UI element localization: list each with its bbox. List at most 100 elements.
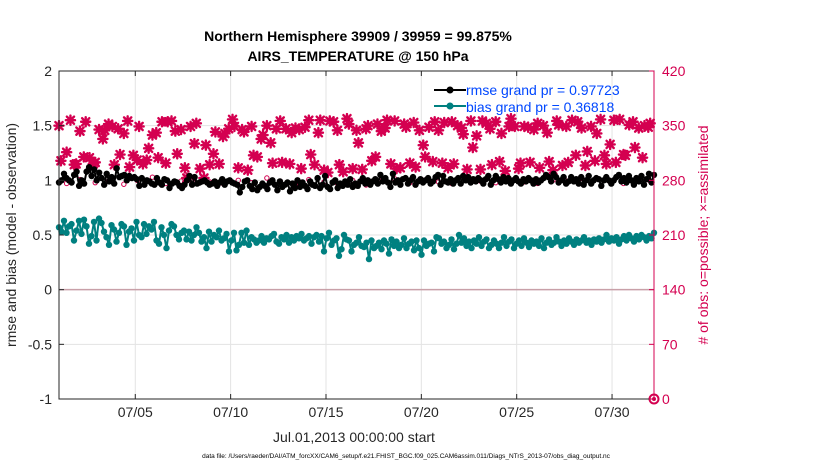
right-axis-ticks: 0 70 140 210 280 350 420 xyxy=(649,63,686,407)
rmse-point xyxy=(186,172,193,180)
obs-assimilated-marker xyxy=(571,115,584,128)
obs-assimilated-marker xyxy=(97,133,109,145)
obs-assimilated-glyph xyxy=(385,158,397,170)
obs-assimilated-marker xyxy=(274,115,287,127)
obs-assimilated-glyph xyxy=(304,148,317,161)
obs-assimilated-glyph xyxy=(585,120,597,133)
obs-assimilated-glyph xyxy=(394,162,407,174)
obs-assimilated-glyph xyxy=(581,145,594,158)
bias-point xyxy=(365,255,373,263)
rmse-point xyxy=(286,188,294,195)
obs-assimilated-glyph xyxy=(447,158,460,170)
bias-point xyxy=(603,231,610,239)
rmse-point xyxy=(239,183,246,191)
obs-assimilated-marker xyxy=(423,121,435,134)
obs-assimilated-glyph xyxy=(299,121,311,134)
left-tick-label: -0.5 xyxy=(28,336,52,352)
rmse-point xyxy=(236,189,243,196)
chart-title-line1: Northern Hemisphere 39909 / 39959 = 99.8… xyxy=(204,28,512,44)
obs-assimilated-marker xyxy=(118,127,130,140)
obs-assimilated-glyph xyxy=(280,122,292,135)
bias-point xyxy=(325,229,333,236)
obs-assimilated-glyph xyxy=(327,115,340,128)
obs-assimilated-marker xyxy=(566,114,578,126)
obs-assimilated-glyph xyxy=(114,148,126,161)
obs-assimilated-marker xyxy=(184,120,197,133)
rmse-point xyxy=(635,178,643,185)
legend-rmse-label: rmse grand pr = 0.97723 xyxy=(466,82,620,98)
obs-assimilated-glyph xyxy=(55,155,67,167)
obs-assimilated-glyph xyxy=(194,162,206,175)
bias-point xyxy=(258,232,265,240)
obs-assimilated-glyph xyxy=(245,120,258,133)
left-axis-ticks: -1 -0.5 0 0.5 1 1.5 2 xyxy=(28,63,64,407)
bias-point xyxy=(563,240,570,247)
obs-assimilated-marker xyxy=(543,155,555,168)
obs-assimilated-marker xyxy=(547,164,559,176)
bias-point xyxy=(90,218,98,226)
bias-point xyxy=(545,236,553,243)
obs-assimilated-marker xyxy=(432,124,445,137)
obs-assimilated-glyph xyxy=(255,133,267,145)
rmse-point xyxy=(98,174,105,182)
legend-bias-label: bias grand pr = 0.36818 xyxy=(466,99,614,115)
obs-assimilated-glyph xyxy=(371,118,384,130)
obs-assimilated-marker xyxy=(590,127,603,140)
left-tick-label: 0.5 xyxy=(33,227,53,243)
bias-point xyxy=(410,247,418,254)
bias-point xyxy=(428,239,435,246)
bias-point xyxy=(240,239,248,246)
obs-assimilated-glyph xyxy=(70,158,82,170)
obs-assimilated-glyph xyxy=(627,115,639,128)
bias-point xyxy=(450,246,458,253)
rmse-point xyxy=(640,181,648,188)
obs-assimilated-marker xyxy=(131,154,143,166)
bias-point xyxy=(188,237,195,244)
bias-point xyxy=(588,241,595,248)
rmse-point xyxy=(284,179,291,186)
obs-assimilated-marker xyxy=(123,161,136,173)
rmse-point xyxy=(397,181,404,188)
obs-assimilated-marker xyxy=(531,117,544,130)
obs-assimilated-marker xyxy=(322,166,334,179)
rmse-point xyxy=(439,172,447,180)
rmse-point xyxy=(402,174,409,182)
bias-point xyxy=(158,224,165,231)
bias-point xyxy=(623,237,630,244)
left-axis-label: rmse and bias (model - observation) xyxy=(3,123,19,347)
obs-assimilated-marker xyxy=(55,155,67,167)
obs-assimilated-marker xyxy=(352,137,365,149)
left-tick-label: 1 xyxy=(44,172,52,188)
bias-point xyxy=(393,238,400,245)
obs-assimilated-glyph xyxy=(604,138,616,151)
x-tick-label: 07/10 xyxy=(213,404,248,420)
obs-assimilated-marker xyxy=(369,151,382,163)
obs-assimilated-glyph xyxy=(480,117,492,130)
obs-assimilated-marker xyxy=(455,122,468,134)
obs-assimilated-glyph xyxy=(426,155,439,168)
obs-assimilated-marker xyxy=(150,126,163,139)
bias-point xyxy=(83,223,90,230)
obs-assimilated-marker xyxy=(419,151,431,163)
obs-assimilated-marker xyxy=(608,114,620,126)
obs-assimilated-glyph xyxy=(97,133,109,145)
obs-assimilated-glyph xyxy=(261,119,273,132)
footer-data-file: data file: /Users/raeder/DAI/ATM_forcXX/… xyxy=(202,453,611,460)
obs-assimilated-glyph xyxy=(190,117,203,130)
obs-assimilated-glyph xyxy=(152,151,164,164)
bias-point xyxy=(460,235,468,242)
obs-assimilated-marker xyxy=(270,122,283,135)
obs-assimilated-marker xyxy=(589,155,601,167)
obs-assimilated-glyph xyxy=(228,120,241,133)
bias-point xyxy=(93,237,100,244)
bias-point xyxy=(205,228,213,235)
obs-assimilated-glyph xyxy=(505,112,517,125)
obs-assimilated-glyph xyxy=(238,126,250,138)
right-tick-label: 210 xyxy=(662,227,686,243)
obs-assimilated-marker xyxy=(512,162,525,175)
bias-point xyxy=(208,238,215,245)
obs-assimilated-glyph xyxy=(83,151,96,164)
obs-assimilated-glyph xyxy=(308,158,321,171)
bias-point xyxy=(515,237,523,244)
x-axis-ticks: 07/05 07/10 07/15 07/20 07/25 07/30 xyxy=(118,71,630,420)
